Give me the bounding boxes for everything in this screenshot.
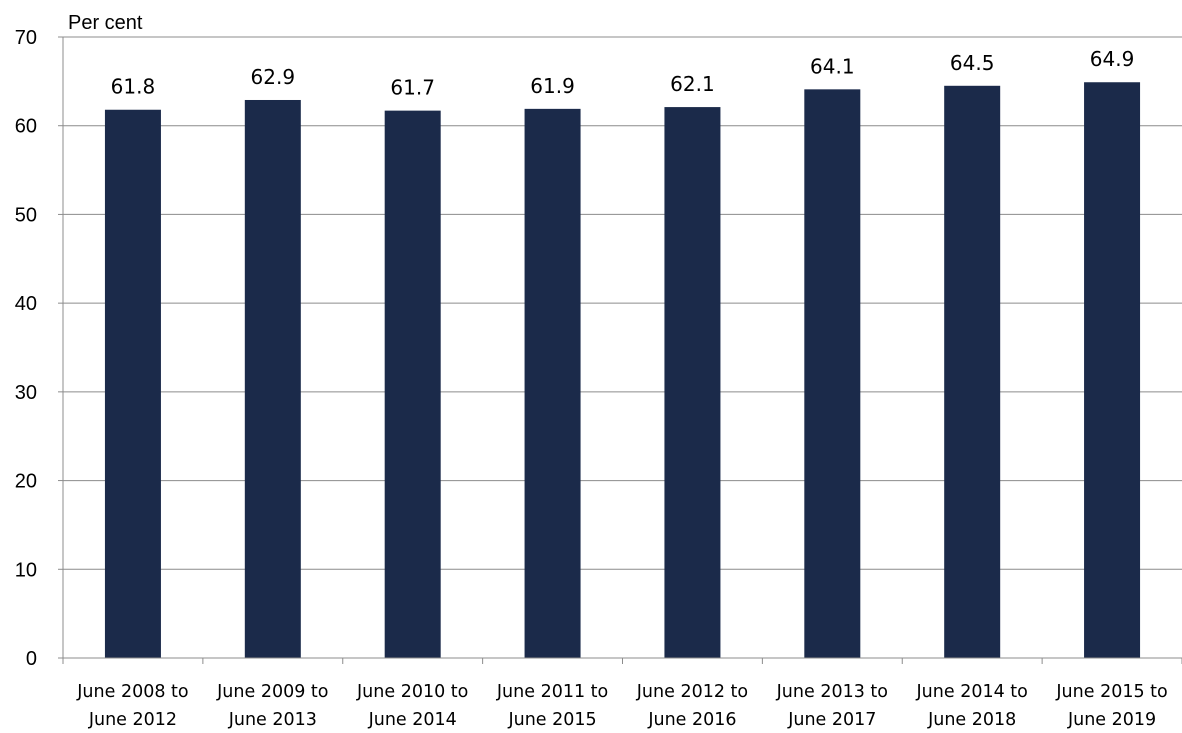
bar xyxy=(384,110,441,658)
y-tick-label: 40 xyxy=(15,293,37,315)
data-label: 61.7 xyxy=(390,76,435,100)
bar xyxy=(244,99,301,659)
data-label: 61.8 xyxy=(111,75,156,99)
y-tick-label: 50 xyxy=(15,204,37,226)
x-tick-label-line1: June 2008 to xyxy=(76,682,188,702)
bar xyxy=(944,85,1001,659)
y-tick-label: 60 xyxy=(15,116,37,138)
data-label: 61.9 xyxy=(530,74,575,98)
bar xyxy=(804,89,861,658)
data-label: 64.5 xyxy=(950,51,995,75)
x-tick-label-line2: June 2014 xyxy=(368,710,457,730)
gridlines xyxy=(63,36,1182,570)
x-tick-label-line2: June 2017 xyxy=(787,710,876,730)
x-tick-label-line1: June 2011 to xyxy=(496,682,608,702)
y-tick-label: 10 xyxy=(15,559,37,581)
data-label: 62.1 xyxy=(670,72,715,96)
y-axis: 0 10 20 30 40 50 60 70 xyxy=(15,27,64,670)
data-label: 62.9 xyxy=(251,65,296,89)
bar xyxy=(524,108,581,658)
data-label: 64.1 xyxy=(810,54,855,78)
x-tick-label-line1: June 2010 to xyxy=(356,682,468,702)
bar xyxy=(664,107,721,658)
x-tick-label-line2: June 2012 xyxy=(88,710,177,730)
x-tick-label-line2: June 2019 xyxy=(1067,710,1156,730)
y-axis-label: Per cent xyxy=(68,12,143,34)
y-tick-label: 70 xyxy=(15,27,37,49)
x-tick-label-line2: June 2016 xyxy=(647,710,736,730)
x-axis: June 2008 to June 2012 June 2009 to June 20… xyxy=(62,657,1182,730)
y-tick-label: 30 xyxy=(15,382,37,404)
y-tick-label: 20 xyxy=(15,471,37,493)
x-tick-label-line1: June 2014 to xyxy=(916,682,1028,702)
x-tick-label-line1: June 2015 to xyxy=(1055,682,1167,702)
data-labels: 61.8 62.9 61.7 61.9 62.1 64.1 64.5 64.9 xyxy=(111,47,1135,99)
x-tick-label-line1: June 2009 to xyxy=(216,682,328,702)
x-tick-label-line2: June 2018 xyxy=(927,710,1016,730)
y-tick-label: 0 xyxy=(26,648,37,670)
data-label: 64.9 xyxy=(1090,47,1135,71)
bars xyxy=(104,82,1141,659)
x-tick-label-line1: June 2013 to xyxy=(776,682,888,702)
x-tick-label-line1: June 2012 to xyxy=(636,682,748,702)
bar xyxy=(104,109,161,658)
x-tick-label-line2: June 2015 xyxy=(507,710,596,730)
x-tick-label-line2: June 2013 xyxy=(228,710,317,730)
bar xyxy=(1084,82,1141,659)
